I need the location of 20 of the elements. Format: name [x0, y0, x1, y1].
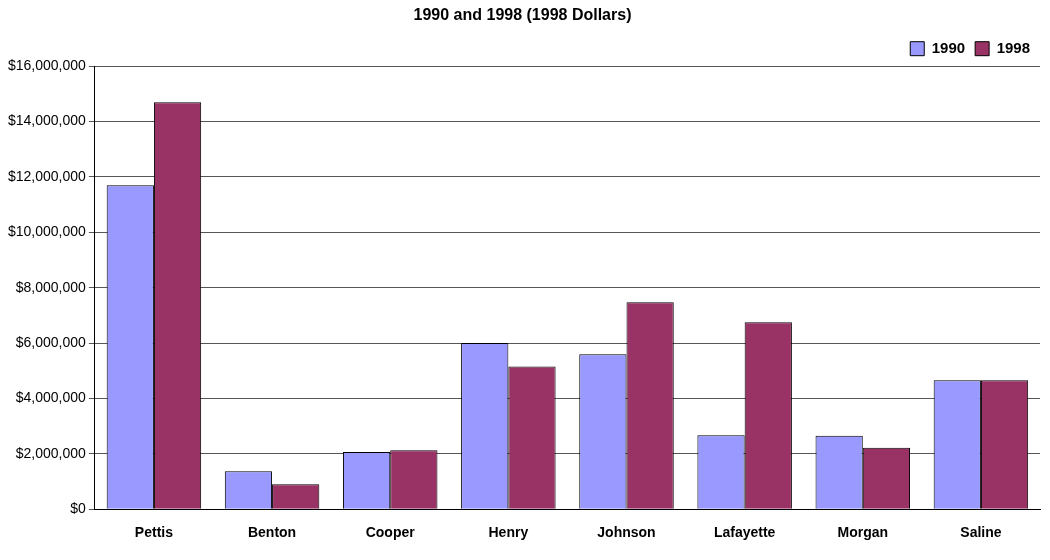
y-tick-label: $8,000,000 [15, 278, 87, 295]
x-tick-label: Morgan [837, 524, 889, 541]
x-tick-label: Benton [247, 524, 297, 541]
y-tick-label: $2,000,000 [15, 444, 87, 461]
x-tick-label: Lafayette [713, 524, 776, 541]
legend-label: 1990 [931, 38, 966, 56]
y-tick-label: $12,000,000 [8, 167, 87, 184]
y-tick-label: $6,000,000 [15, 333, 87, 350]
y-tick-label: $4,000,000 [15, 389, 87, 406]
x-tick-label: Cooper [365, 524, 416, 541]
legend-label: 1998 [996, 38, 1031, 56]
y-tick-label: $14,000,000 [8, 112, 87, 129]
x-tick-label: Pettis [134, 524, 174, 541]
chart-title: 1990 and 1998 (1998 Dollars) [413, 6, 632, 24]
x-tick-label: Saline [960, 524, 1002, 541]
y-tick-label: $10,000,000 [8, 223, 87, 240]
y-tick-label: $0 [70, 500, 87, 517]
x-tick-label: Henry [488, 524, 529, 541]
x-tick-label: Johnson [597, 524, 656, 541]
y-tick-label: $16,000,000 [8, 57, 87, 74]
